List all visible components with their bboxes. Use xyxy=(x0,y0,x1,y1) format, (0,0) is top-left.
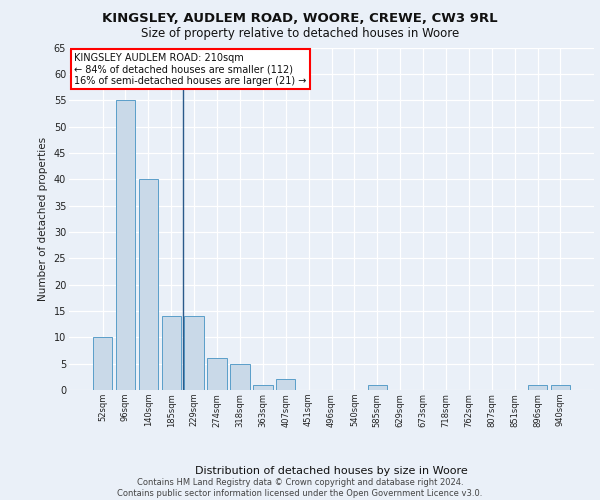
Bar xyxy=(368,384,387,390)
Bar xyxy=(93,338,112,390)
Bar xyxy=(551,384,570,390)
Bar xyxy=(276,380,295,390)
X-axis label: Distribution of detached houses by size in Woore: Distribution of detached houses by size … xyxy=(195,466,468,475)
Bar xyxy=(208,358,227,390)
Bar xyxy=(139,179,158,390)
Bar xyxy=(230,364,250,390)
Y-axis label: Number of detached properties: Number of detached properties xyxy=(38,136,48,301)
Text: KINGSLEY AUDLEM ROAD: 210sqm
← 84% of detached houses are smaller (112)
16% of s: KINGSLEY AUDLEM ROAD: 210sqm ← 84% of de… xyxy=(74,52,307,86)
Bar xyxy=(253,384,272,390)
Text: KINGSLEY, AUDLEM ROAD, WOORE, CREWE, CW3 9RL: KINGSLEY, AUDLEM ROAD, WOORE, CREWE, CW3… xyxy=(102,12,498,26)
Text: Contains HM Land Registry data © Crown copyright and database right 2024.
Contai: Contains HM Land Registry data © Crown c… xyxy=(118,478,482,498)
Bar xyxy=(161,316,181,390)
Bar xyxy=(116,100,135,390)
Bar xyxy=(528,384,547,390)
Bar xyxy=(184,316,204,390)
Text: Size of property relative to detached houses in Woore: Size of property relative to detached ho… xyxy=(141,28,459,40)
